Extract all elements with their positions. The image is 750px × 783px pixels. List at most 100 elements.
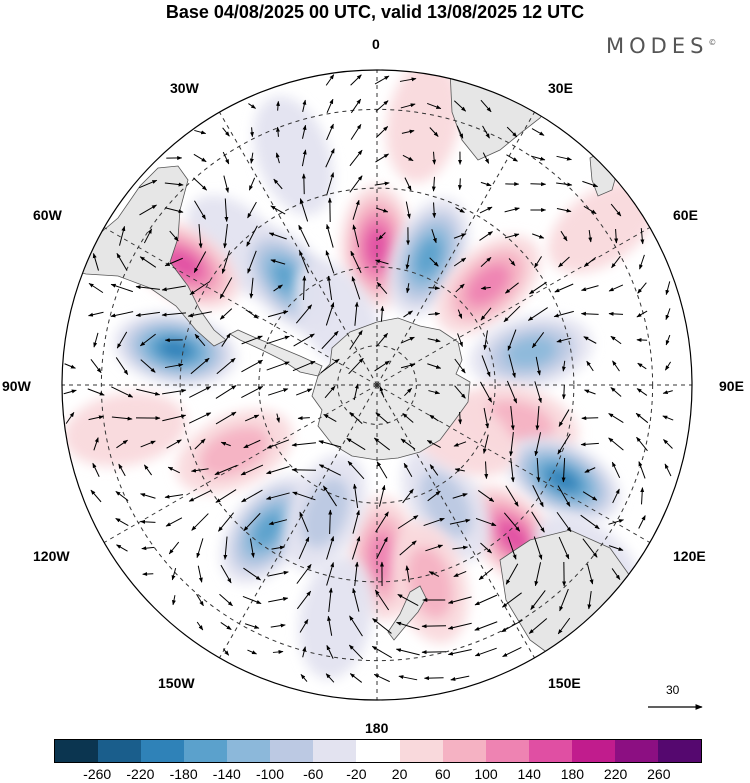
wind-vector [299,619,309,633]
wind-vector [222,648,230,656]
wind-vector [164,257,183,267]
wind-vector [222,151,230,165]
wind-vector [580,311,599,316]
wind-vector [582,538,598,558]
wind-vector [457,333,463,348]
wind-vector [219,593,233,607]
wind-vector [267,570,289,577]
wind-vector [162,414,187,422]
wind-vector [224,198,229,222]
wind-vector [399,77,417,82]
wind-vector [372,618,392,634]
new-zealand [387,585,427,641]
wind-vector [221,250,231,274]
wind-vector [611,568,621,580]
wind-vector [196,538,204,559]
wind-vector [270,623,286,628]
wind-vector [328,509,333,535]
wind-vector [586,563,594,585]
wind-vector [245,309,259,319]
wind-vector [610,387,622,397]
wind-vector [483,330,488,351]
wind-vector [353,383,359,401]
wind-vector [375,511,389,533]
wind-vector [608,545,624,551]
wind-vector [530,590,546,610]
colorbar [54,739,702,763]
wind-vector [376,461,388,479]
lon-label-30w: 30W [170,80,199,96]
wind-vector [482,125,490,139]
wind-vector [608,437,624,451]
wind-vector [665,334,671,346]
wind-vector [110,283,133,293]
wind-vector [404,177,412,191]
wind-vector [639,254,645,270]
wind-vector [272,649,284,654]
wind-vector [275,152,280,164]
wind-vector [189,280,211,296]
wind-vector [635,412,649,424]
wind-vector [528,618,548,634]
wind-vector [474,647,497,657]
wind-vector [267,388,289,396]
wind-vector [482,434,489,454]
wind-vector [164,182,184,187]
wind-vector [608,413,624,423]
wind-vector [583,336,597,344]
wind-vector [636,310,648,318]
wind-vector [375,153,389,163]
wind-vector [326,562,335,586]
wind-vector [556,182,573,187]
anomaly-cell-0 [386,70,461,183]
wind-vector [556,511,572,533]
wind-vector [611,255,621,269]
wind-vector [216,357,236,375]
wind-vector [139,256,157,268]
wind-vector [423,676,444,681]
wind-vector [196,621,204,631]
wind-vector [580,442,599,447]
wind-vector [298,224,310,248]
anomaly-cell-15 [176,409,293,494]
wind-vector [302,646,307,658]
wind-vector [457,178,462,191]
wind-vector [268,597,289,603]
wind-vector [64,363,76,369]
wind-vector [531,511,545,533]
wind-vector [241,335,263,345]
wind-vector [432,151,437,165]
wind-vector [166,439,182,449]
wind-vector [302,99,307,112]
wind-vector [92,462,100,477]
wind-vector [371,645,392,659]
wind-vector [375,100,389,112]
wind-vector [248,177,256,191]
wind-vector [115,357,129,376]
anomaly-cell-16 [284,453,367,572]
wind-vector [455,207,465,213]
wind-vector [328,587,333,612]
wind-vector [453,257,467,267]
wind-vector [87,388,105,396]
wind-vector [612,488,620,504]
wind-vector [665,308,671,321]
wind-vector [506,380,518,404]
wind-vector [404,387,412,397]
wind-vector [527,307,548,321]
wind-vector [301,173,306,195]
wind-vector [375,412,389,424]
wind-vector [474,594,498,606]
wind-vector [354,561,359,586]
wind-vector [88,282,104,294]
modes-logo: MODES© [606,34,716,58]
wind-vector [292,360,316,372]
lon-label-150e: 150E [548,675,581,691]
wind-vector [561,385,566,400]
wind-vector [400,363,416,369]
wind-vector [453,100,467,112]
wind-vector [325,74,335,86]
wind-vector [553,310,574,318]
wind-vector [664,463,672,477]
colorbar-swatch-9 [442,740,486,762]
